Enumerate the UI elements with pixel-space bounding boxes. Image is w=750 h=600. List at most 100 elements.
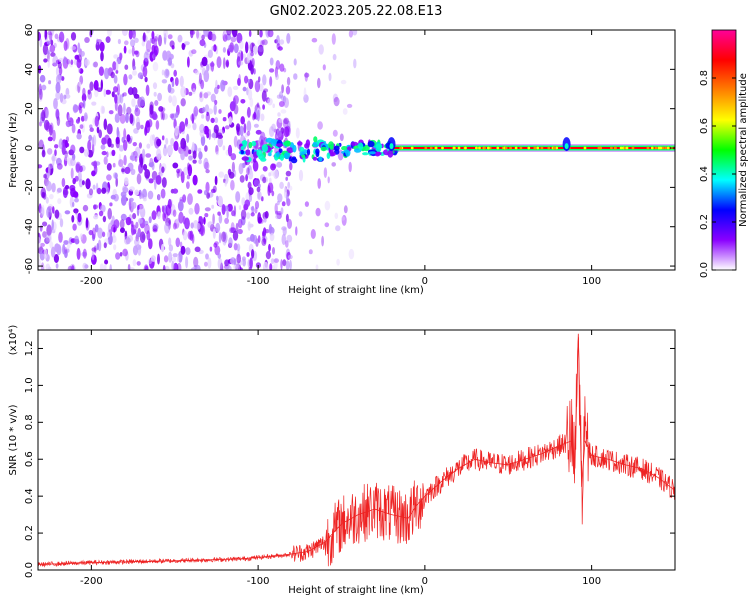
signal-blob — [253, 158, 257, 163]
spectrogram-marks — [38, 30, 675, 270]
noise-blob — [167, 83, 172, 93]
noise-blob — [343, 205, 348, 214]
signal-dot — [464, 146, 467, 150]
noise-blob — [39, 88, 43, 100]
noise-blob — [194, 70, 200, 75]
noise-blob — [200, 225, 204, 237]
noise-blob — [96, 187, 102, 195]
noise-blob — [56, 163, 63, 170]
noise-blob — [46, 224, 52, 237]
signal-blob — [297, 141, 303, 146]
noise-blob — [285, 170, 292, 177]
noise-blob — [180, 171, 185, 184]
noise-blob — [59, 218, 64, 228]
noise-blob — [188, 149, 192, 155]
noise-blob — [207, 49, 213, 58]
noise-blob — [54, 243, 60, 253]
y-tick-label: 0.4 — [24, 488, 35, 504]
signal-blob — [265, 137, 274, 143]
noise-blob — [295, 226, 298, 236]
noise-blob — [240, 209, 247, 220]
noise-blob — [136, 173, 142, 185]
signal-dot — [597, 146, 601, 150]
noise-blob — [278, 101, 285, 107]
noise-blob — [200, 65, 205, 71]
noise-blob — [148, 178, 154, 184]
noise-blob — [73, 208, 79, 214]
noise-blob — [348, 161, 352, 173]
noise-blob — [172, 209, 177, 217]
noise-blob — [142, 188, 147, 200]
noise-blob — [255, 129, 262, 135]
noise-blob — [128, 30, 133, 40]
signal-blob — [251, 140, 257, 147]
noise-blob — [100, 51, 104, 62]
noise-blob — [233, 95, 239, 105]
noise-blob — [328, 72, 332, 82]
noise-blob — [180, 150, 186, 161]
y-tick-label: 60 — [24, 24, 35, 37]
noise-blob — [63, 240, 69, 245]
noise-blob — [308, 249, 313, 255]
noise-blob — [264, 211, 269, 219]
noise-blob — [203, 92, 209, 99]
noise-blob — [131, 98, 136, 107]
noise-blob — [208, 128, 211, 141]
noise-blob — [267, 30, 274, 38]
noise-blob — [58, 231, 63, 243]
noise-blob — [346, 103, 353, 108]
colorbar-ticks: 0.0 0.2 0.4 0.6 0.8 — [699, 70, 736, 278]
noise-blob — [138, 218, 143, 224]
noise-blob — [286, 193, 289, 204]
noise-blob — [246, 212, 251, 220]
noise-blob — [248, 30, 252, 37]
noise-blob — [246, 237, 252, 242]
noise-blob — [132, 259, 137, 267]
noise-blob — [153, 91, 157, 97]
noise-blob — [261, 39, 265, 45]
noise-blob — [317, 77, 321, 89]
noise-blob — [52, 129, 56, 142]
noise-blob — [222, 47, 226, 53]
noise-blob — [191, 141, 195, 152]
noise-blob — [155, 175, 162, 185]
noise-blob — [193, 105, 199, 117]
noise-blob — [168, 244, 174, 252]
signal-burst-core — [389, 143, 394, 150]
signal-blob — [292, 144, 297, 153]
noise-blob — [205, 253, 209, 260]
signal-dot — [540, 146, 544, 150]
snr-panel: -200 -100 0 100 0.0 0.2 0.4 0.6 0.8 1.0 1.2 Height… — [8, 325, 676, 596]
noise-blob — [78, 81, 82, 87]
noise-blob — [215, 151, 220, 156]
noise-blob — [295, 127, 300, 139]
y-tick-label: 1.0 — [24, 377, 35, 393]
noise-blob — [139, 206, 146, 219]
signal-dot — [486, 146, 490, 150]
noise-blob — [192, 122, 197, 131]
noise-blob — [293, 58, 297, 66]
noise-blob — [103, 88, 107, 98]
noise-blob — [203, 157, 209, 170]
noise-blob — [267, 98, 273, 106]
noise-blob — [55, 91, 61, 100]
noise-blob — [130, 151, 135, 162]
noise-blob — [199, 123, 205, 134]
noise-blob — [166, 144, 173, 156]
noise-blob — [102, 231, 106, 238]
noise-blob — [229, 101, 236, 112]
noise-blob — [74, 235, 79, 245]
noise-blob — [145, 153, 152, 158]
noise-blob — [275, 60, 281, 70]
noise-blob — [260, 113, 265, 122]
noise-blob — [244, 75, 249, 84]
noise-blob — [112, 61, 117, 71]
signal-line-core — [391, 147, 675, 149]
noise-blob — [51, 219, 54, 231]
noise-blob — [174, 133, 178, 142]
noise-blob — [224, 125, 230, 130]
noise-blob — [245, 174, 249, 182]
noise-blob — [51, 30, 55, 34]
noise-blob — [43, 174, 47, 179]
